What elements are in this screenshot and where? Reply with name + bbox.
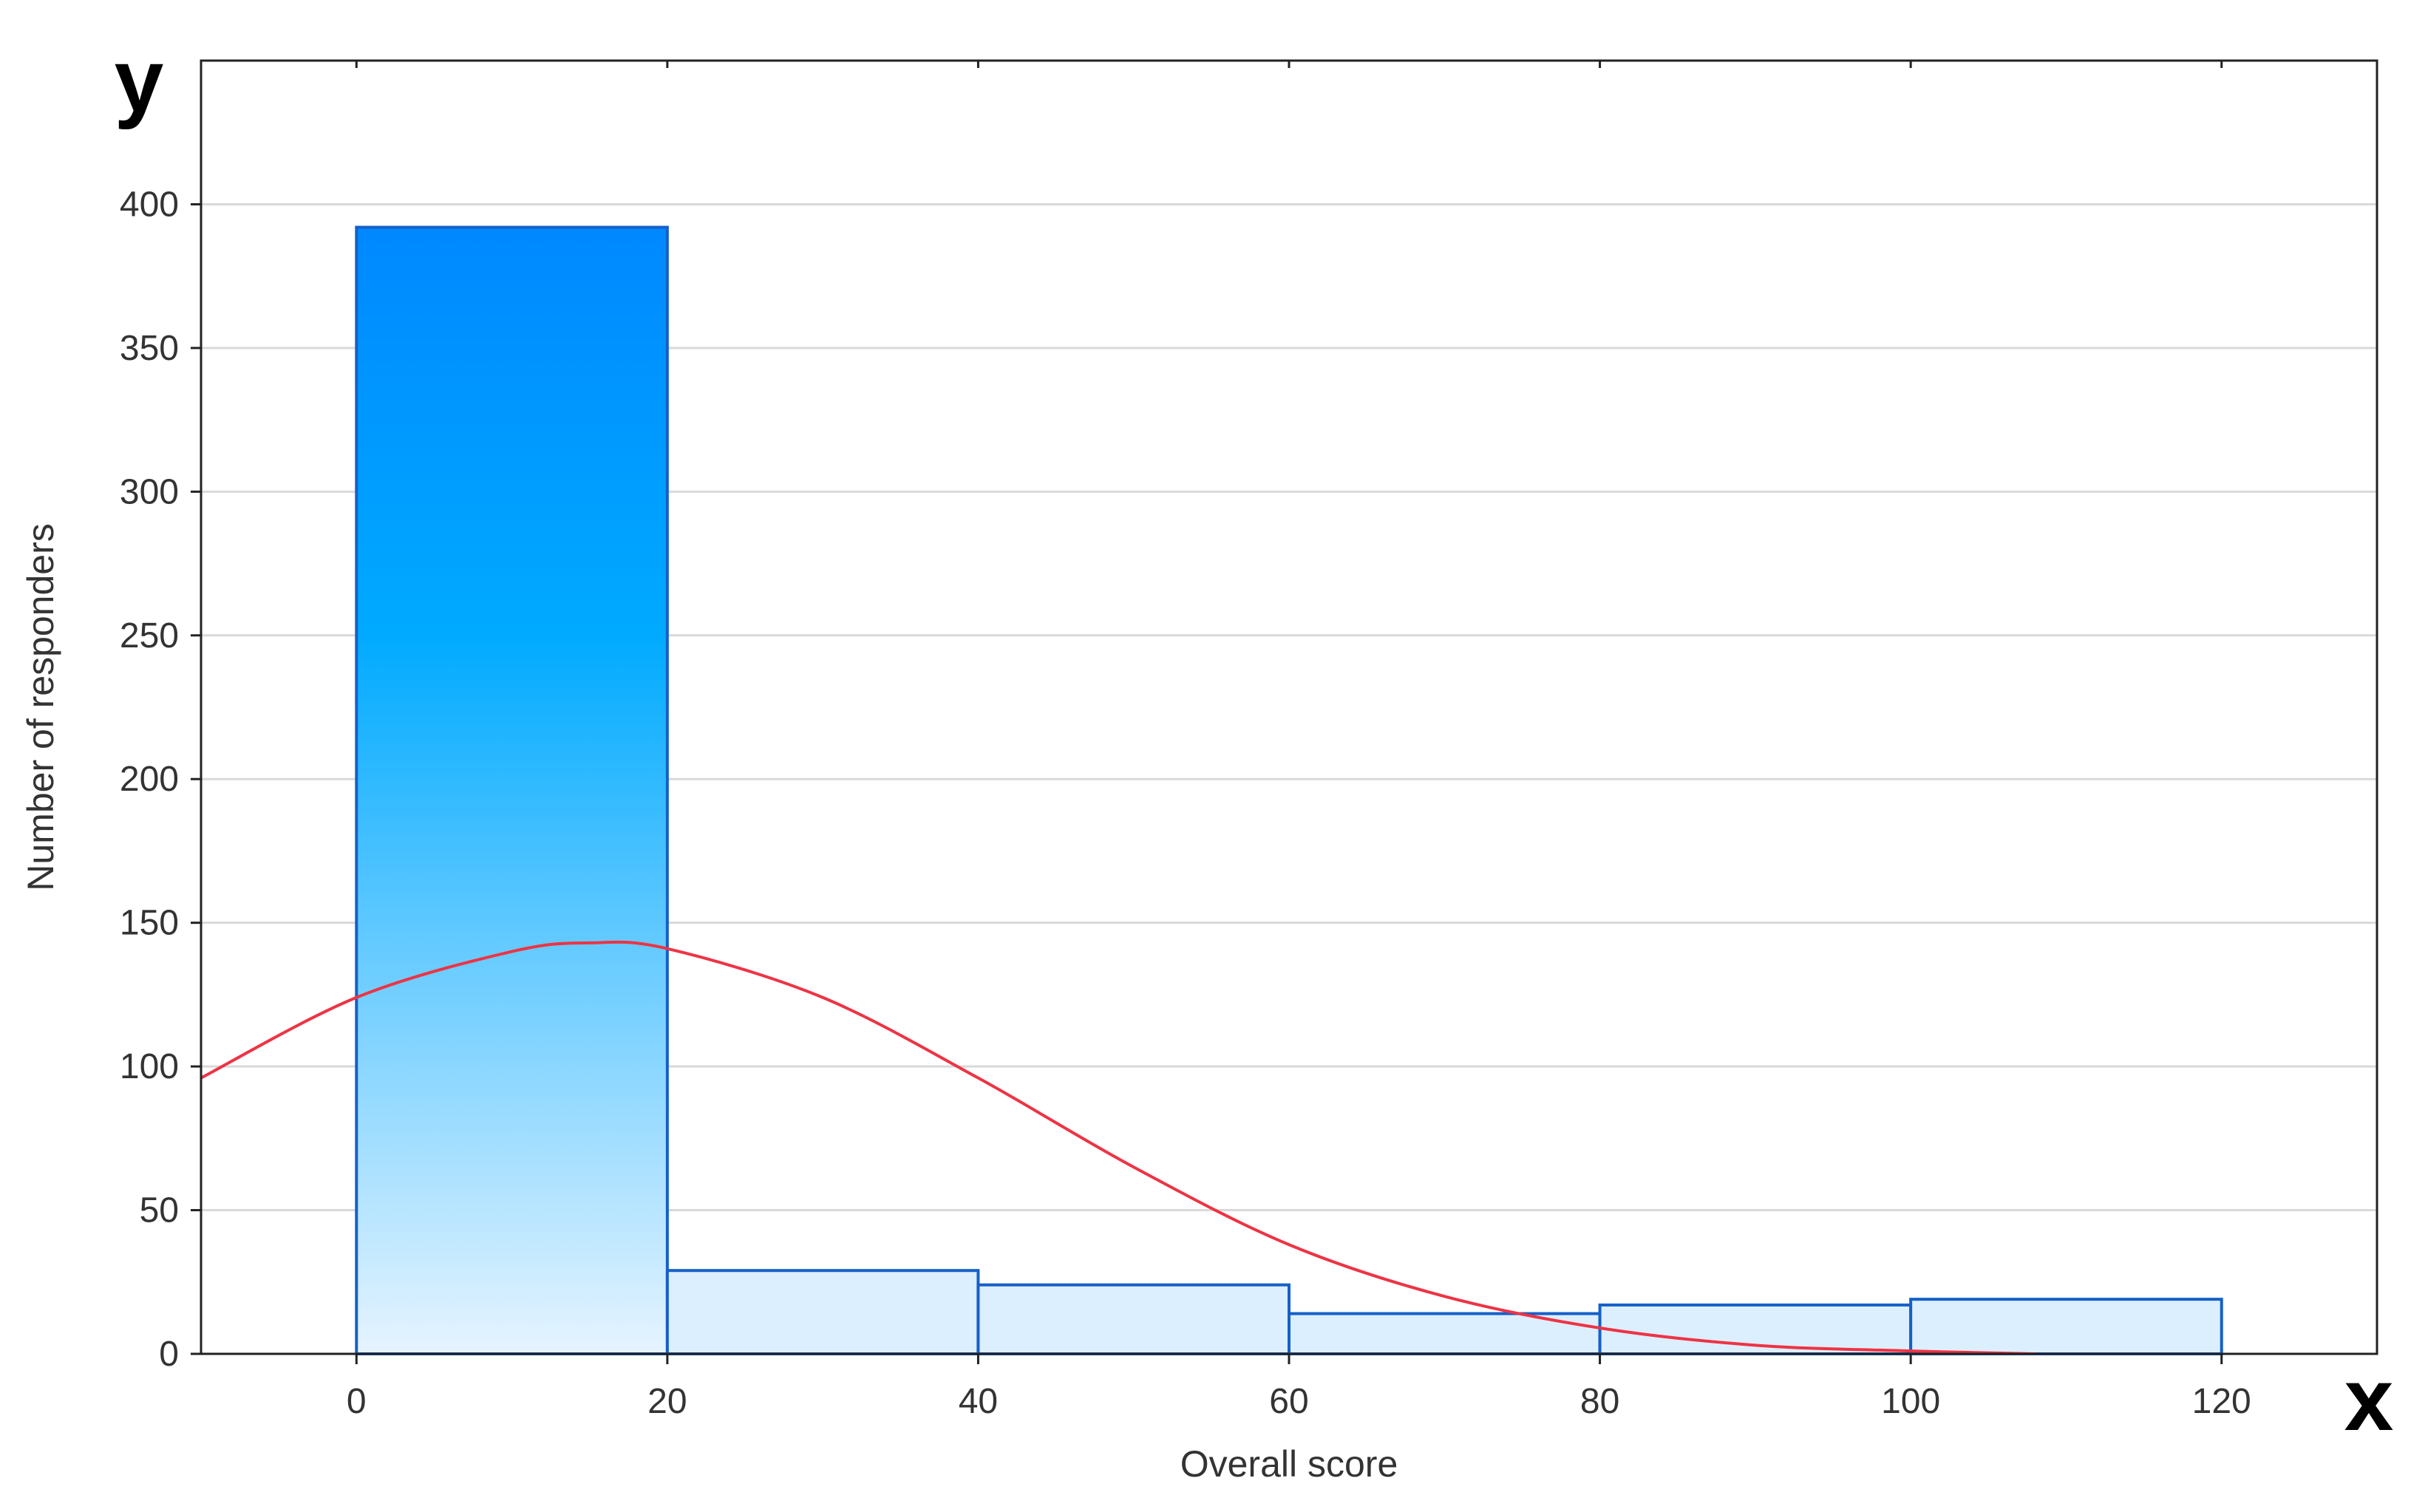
fit-curve-layer [201, 940, 2036, 1354]
axis-ticks [191, 61, 2223, 1364]
y-tick-label-250: 250 [120, 616, 179, 655]
x-axis-title: Overall score [1180, 1443, 1398, 1485]
y-axis-title: Number of responders [20, 523, 61, 890]
y-tick-label-150: 150 [120, 904, 179, 943]
y-tick-label-100: 100 [120, 1047, 179, 1086]
x-tick-labels: 0 20 40 60 80 100 120 [347, 1382, 2251, 1421]
y-tick-label-400: 400 [120, 185, 179, 224]
y-tick-label-350: 350 [120, 329, 179, 368]
histogram-bar-100-120 [1909, 1298, 2223, 1355]
y-tick-labels: 0 50 100 150 200 250 300 350 400 [120, 185, 179, 1374]
histogram-bar-20-40 [665, 1269, 980, 1355]
y-tick-label-300: 300 [120, 472, 179, 511]
x-tick-label-60: 60 [1269, 1382, 1308, 1421]
normal-fit-curve [201, 940, 2036, 1354]
histogram-bars [355, 225, 2223, 1356]
y-tick-label-200: 200 [120, 760, 179, 799]
x-tick-label-20: 20 [647, 1382, 687, 1421]
y-tick-label-0: 0 [159, 1335, 179, 1374]
y-axis-letter: y [115, 31, 164, 130]
histogram-bar-40-60 [976, 1283, 1291, 1355]
x-tick-label-120: 120 [2192, 1382, 2251, 1421]
histogram-bar-0-20 [355, 225, 669, 1355]
x-tick-label-100: 100 [1881, 1382, 1940, 1421]
y-tick-label-50: 50 [140, 1191, 179, 1230]
x-tick-label-40: 40 [959, 1382, 998, 1421]
x-axis-letter: x [2344, 1350, 2394, 1449]
x-tick-label-0: 0 [347, 1382, 367, 1421]
x-tick-label-80: 80 [1580, 1382, 1619, 1421]
